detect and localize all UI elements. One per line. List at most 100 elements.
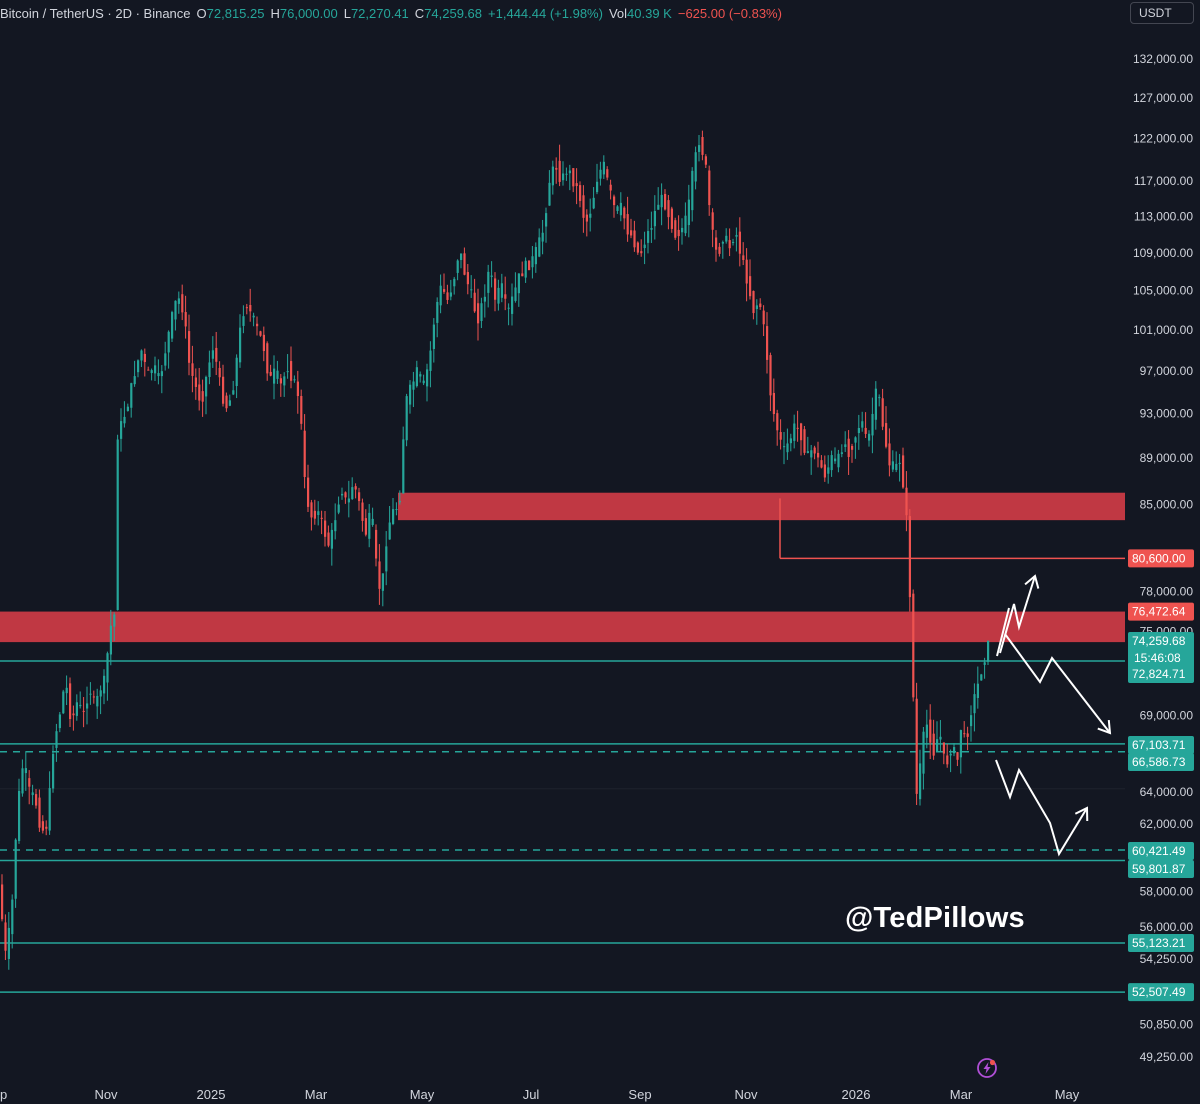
close-value: 74,259.68 [424,5,483,21]
candle-body [623,207,626,219]
y-axis-tick-label: 117,000.00 [1134,174,1193,188]
candle-body [429,350,432,371]
candle-body [164,353,167,366]
candle-body [942,742,945,754]
candle-body [174,300,177,320]
candle-body [324,520,327,537]
candle-body [211,350,214,359]
candle-body [936,739,939,752]
candle-body [779,432,782,440]
candle-body [252,315,255,318]
candle-body [7,927,10,959]
candle-body [375,529,378,559]
price-tag-label: 52,507.49 [1132,985,1186,999]
candle-body [392,509,395,524]
y-axis-tick-label: 105,000.00 [1133,284,1193,298]
candle-body [854,437,857,443]
candle-body [259,331,262,336]
candle-body [330,529,333,549]
candle-body [191,363,194,376]
candle-body [521,273,524,277]
candle-body [45,826,48,829]
candle-body [524,260,527,278]
candle-body [776,413,779,431]
candle-body [687,199,690,226]
candle-body [157,373,160,377]
y-axis-tick-label: 69,000.00 [1140,709,1194,723]
candle-body [490,275,493,277]
candle-body [606,169,609,178]
candle-body [368,512,371,539]
candle-body [126,406,129,411]
candle-body [857,428,860,434]
price-tag [1128,665,1194,683]
price-tag [1128,983,1194,1002]
candle-body [225,395,228,409]
candle-body [123,416,126,424]
candle-body [653,210,656,227]
candle-body [443,289,446,292]
candle-body [650,228,653,230]
candle-body [232,390,235,395]
candle-body [987,640,990,662]
candle-body [579,185,582,201]
candle-body [718,246,721,254]
symbol-title[interactable]: Bitcoin / TetherUS · 2D · Binance [0,5,191,21]
candle-body [589,213,592,218]
x-axis-tick-label: 2025 [197,1087,226,1102]
price-tag [1128,549,1194,568]
candle-body [711,212,714,230]
candle-body [772,392,775,415]
candle-body [830,455,833,471]
currency-button[interactable]: USDT [1130,2,1194,24]
price-tag [1128,842,1194,860]
candle-body [803,429,806,453]
lightning-bolt-icon[interactable] [976,1057,998,1079]
candle-body [245,307,248,309]
price-tag-label: 74,259.68 [1132,634,1186,648]
resistance-zone [398,492,1125,521]
candle-body [205,376,208,397]
candle-body [851,445,854,450]
candle-body [320,517,323,519]
candle-body [973,694,976,714]
candle-body [184,312,187,327]
candle-body [409,384,412,405]
candle-body [415,367,418,387]
candle-body [657,204,660,210]
candle-body [735,234,738,237]
arrow-head [1097,719,1112,735]
candle-body [592,197,595,209]
candle-body [551,166,554,186]
candle-body [201,391,204,402]
candle-body [31,792,34,796]
candle-body [378,561,381,589]
y-axis-tick-label: 101,000.00 [1133,323,1193,337]
candle-body [813,447,816,454]
candle-body [35,794,38,806]
candle-body [109,625,112,655]
candle-body [466,272,469,285]
candle-body [28,778,31,787]
candle-body [354,486,357,490]
candle-body [891,461,894,470]
candle-body [837,453,840,468]
candle-body [915,698,918,794]
candle-body [715,237,718,250]
candle-body [619,202,622,216]
candle-body [269,371,272,376]
candle-body [358,492,361,502]
candle-body [21,768,24,794]
candle-body [215,347,218,362]
price-tag-label: 59,801.87 [1132,862,1186,876]
x-axis-tick-label: Mar [950,1087,973,1102]
candle-body [106,653,109,683]
candle-body [959,730,962,758]
x-axis-tick-label: May [410,1087,435,1102]
candle-body [337,504,340,513]
candle-body [708,170,711,206]
candle-body [160,371,163,377]
price-tag [1128,736,1194,754]
